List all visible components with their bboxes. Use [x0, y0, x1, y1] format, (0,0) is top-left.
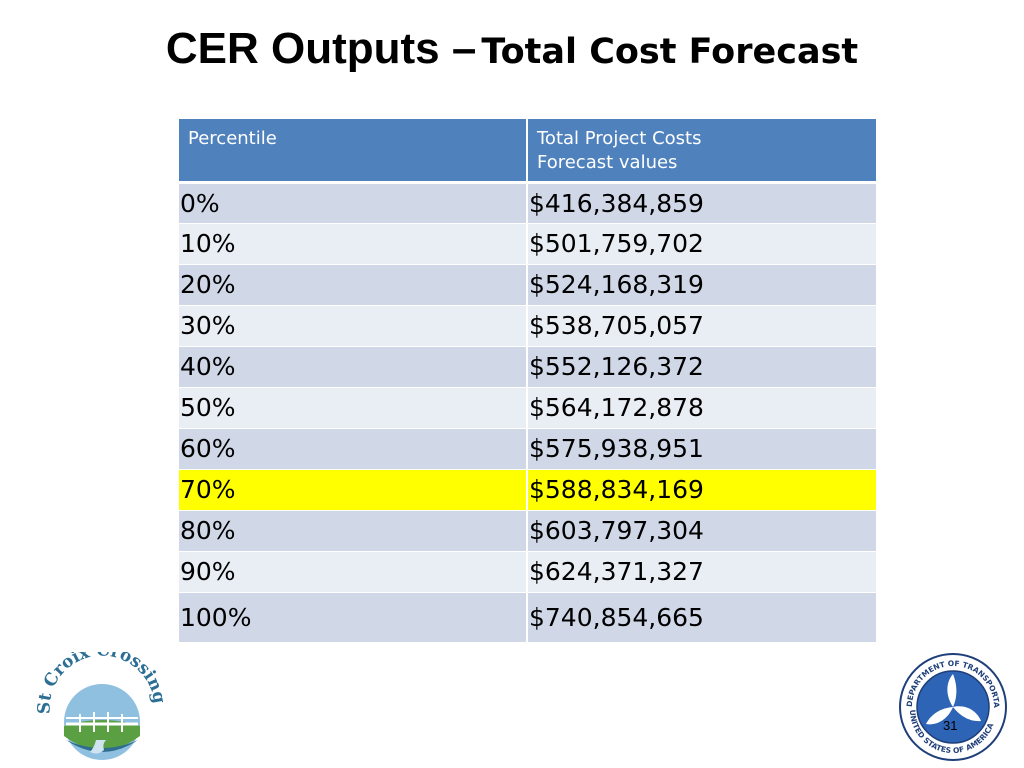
table-row: 30% $538,705,057: [179, 305, 876, 347]
table-row: 70% $588,834,169: [179, 469, 876, 511]
percentile-cell: 30%: [179, 305, 528, 347]
forecast-value-cell: $524,168,319: [527, 264, 876, 306]
title-sub: Total Cost Forecast: [481, 32, 859, 72]
title-main: CER Outputs –: [165, 24, 477, 73]
forecast-value-cell: $575,938,951: [527, 428, 876, 470]
slide-number: 31: [943, 718, 958, 733]
percentile-cell: 60%: [179, 428, 528, 470]
table-row: 60% $575,938,951: [179, 428, 876, 470]
table-body: 0% $416,384,859 10% $501,759,702 20% $524,168…: [179, 182, 876, 643]
forecast-value-cell: $624,371,327: [527, 551, 876, 593]
table-row: 50% $564,172,878: [179, 387, 876, 429]
forecast-value-cell: $740,854,665: [527, 592, 876, 643]
percentile-cell: 40%: [179, 346, 528, 388]
percentile-cell: 70%: [179, 469, 528, 511]
table-row: 0% $416,384,859: [179, 182, 876, 224]
header-percentile: Percentile: [179, 119, 528, 184]
percentile-cell: 80%: [179, 510, 528, 552]
forecast-value-cell: $416,384,859: [527, 182, 876, 224]
percentile-cell: 20%: [179, 264, 528, 306]
percentile-cell: 10%: [179, 223, 528, 265]
forecast-value-cell: $588,834,169: [527, 469, 876, 511]
percentile-cell: 0%: [179, 182, 528, 224]
usdot-seal: DEPARTMENT OF TRANSPORTATION UNITED STAT…: [898, 652, 1007, 761]
header-forecast-value: Total Project Costs Forecast values: [527, 119, 876, 184]
percentile-cell: 50%: [179, 387, 528, 429]
table-row: 90% $624,371,327: [179, 551, 876, 593]
forecast-value-cell: $501,759,702: [527, 223, 876, 265]
slide-title: CER Outputs – Total Cost Forecast: [0, 24, 1024, 74]
header-value-line2: Forecast values: [537, 152, 678, 173]
percentile-cell: 90%: [179, 551, 528, 593]
table-header-row: Percentile Total Project Costs Forecast …: [179, 119, 876, 184]
forecast-value-cell: $564,172,878: [527, 387, 876, 429]
percentile-cell: 100%: [179, 592, 528, 643]
forecast-value-cell: $603,797,304: [527, 510, 876, 552]
st-croix-crossing-logo: St Croix Crossing: [36, 652, 164, 760]
table-row: 100% $740,854,665: [179, 592, 876, 643]
forecast-value-cell: $538,705,057: [527, 305, 876, 347]
forecast-table: Percentile Total Project Costs Forecast …: [179, 119, 876, 643]
table-row: 20% $524,168,319: [179, 264, 876, 306]
header-value-line1: Total Project Costs: [537, 128, 702, 149]
table-row: 80% $603,797,304: [179, 510, 876, 552]
forecast-value-cell: $552,126,372: [527, 346, 876, 388]
table-row: 40% $552,126,372: [179, 346, 876, 388]
table-row: 10% $501,759,702: [179, 223, 876, 265]
